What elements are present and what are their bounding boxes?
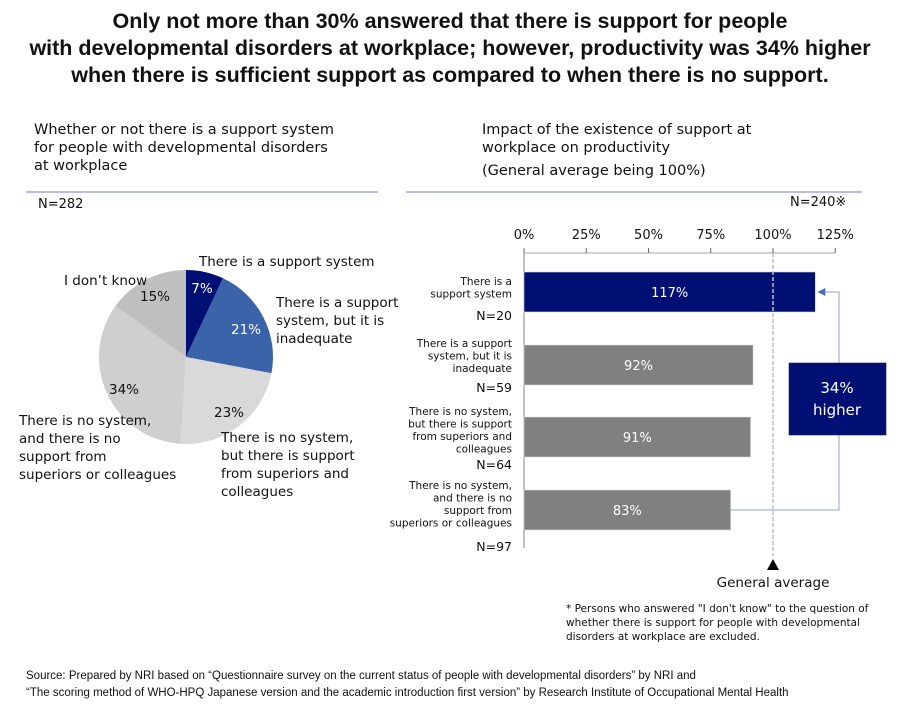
bar-sample-size: N=97 [476, 539, 512, 554]
bar-value-label: 117% [651, 286, 688, 301]
pie-category-label: There is no system, but there is support f… [220, 430, 355, 500]
pie-slice [115, 270, 186, 357]
pie-panel-title: Whether or not there is a support system… [34, 121, 334, 175]
pie-slice [186, 278, 274, 374]
bar [523, 416, 751, 458]
bar-category-label-line: and there is no [433, 493, 512, 505]
bar-category-label-line: There is a support [416, 338, 512, 350]
source-line: “The scoring method of WHO-HPQ Japanese … [26, 687, 789, 699]
bar-category-label-line: support from [444, 505, 512, 517]
pie-category-label: There is a support system [198, 254, 375, 270]
headline-line: Only not more than 30% answered that the… [112, 9, 788, 33]
pie-percent-label: 23% [214, 405, 244, 421]
pie-category-label: I don’t know [64, 273, 147, 289]
pie-slice [180, 357, 272, 445]
x-tick-label: 25% [572, 228, 601, 243]
bar-category-label-line: colleagues [456, 444, 512, 456]
pie-chart: 7% There is a support system 21% There is a… [18, 254, 398, 500]
bar [523, 271, 816, 313]
pie-category-label-line: support from [19, 449, 107, 465]
pie-panel-divider [26, 191, 378, 193]
x-tick-label: 100% [754, 228, 791, 243]
headline-line: when there is sufficient support as comp… [71, 63, 829, 87]
annotation-box [788, 362, 887, 436]
pie-title-line: Whether or not there is a support system [34, 122, 334, 138]
bar-category-label-line: There is no system, [408, 406, 512, 418]
bar-sample-size: N=20 [476, 308, 512, 323]
bar-sample-size: N=64 [476, 457, 512, 472]
pie-title-line: for people with developmental disorders [34, 140, 328, 156]
footnote: * Persons who answered "I don't know" to… [566, 603, 869, 643]
x-tick-label: 0% [514, 228, 535, 243]
bar-category-label-line: but there is support [408, 419, 512, 431]
bar-category-label: There is a support system, but it is inade… [416, 338, 512, 375]
pie-percent-label: 15% [140, 289, 170, 305]
annotation-text-line: higher [813, 401, 862, 419]
pie-category-label-line: system, but it is [276, 313, 384, 329]
x-tick-label: 125% [817, 228, 854, 243]
pie-category-label-line: colleagues [221, 484, 293, 500]
source-line: Source: Prepared by NRI based on “Questi… [26, 670, 696, 682]
bar-category-label-line: support system [430, 289, 512, 301]
reference-line-label: General average [717, 575, 830, 591]
x-tick-label: 50% [634, 228, 663, 243]
pie-category-label-line: superiors or colleagues [19, 467, 176, 483]
headline: Only not more than 30% answered that the… [0, 8, 900, 89]
bar-category-label-line: inadequate [453, 363, 512, 375]
bar-category-label-line: superiors or colleagues [390, 518, 512, 530]
bar-category-label-line: There is a [459, 276, 512, 288]
bar-value-label: 91% [623, 431, 652, 446]
pie-slice [186, 270, 224, 357]
pie-category-label: There is a support system, but it is inade… [275, 295, 398, 347]
pie-category-label-line: There is no system, [18, 413, 151, 429]
reference-triangle-icon [767, 559, 779, 570]
annotation-text-line: 34% [820, 379, 853, 397]
bar-category-label: There is no system, and there is no suppor… [390, 480, 512, 530]
bar-category-label: There is no system, but there is support f… [408, 406, 512, 456]
pie-category-label-line: inadequate [276, 331, 352, 347]
pie-category-label-line: There is a support system [198, 254, 375, 270]
pie-percent-label: 34% [109, 382, 139, 398]
bar-chart: 0% 25% 50% 75% 100% 125%117%There is a support… [390, 228, 887, 591]
bar-title-line: workplace on productivity [482, 140, 671, 156]
pie-sample-size: N=282 [38, 197, 84, 212]
bar-category-label-line: from superiors and [412, 431, 512, 443]
pie-slice [99, 305, 186, 444]
pie-category-label-line: and there is no [19, 431, 121, 447]
bar-value-label: 92% [624, 359, 653, 374]
pie-percent-label: 7% [191, 281, 213, 297]
bar-panel-divider [406, 191, 862, 193]
x-tick-label: 75% [696, 228, 725, 243]
arrow-left-icon [817, 288, 826, 296]
bar-sample-size: N=59 [476, 380, 512, 395]
source-note: Source: Prepared by NRI based on “Questi… [26, 668, 789, 702]
pie-category-label-line: but there is support [221, 448, 355, 464]
bar-panel-title: Impact of the existence of support at wo… [482, 121, 751, 180]
bar-category-label-line: system, but it is [428, 351, 512, 363]
pie-category-label-line: from superiors and [221, 466, 349, 482]
pie-title-line: at workplace [34, 158, 128, 174]
pie-category-label-line: There is a support [275, 295, 398, 311]
bar-title-line: Impact of the existence of support at [482, 122, 752, 138]
pie-category-label-line: I don’t know [64, 273, 147, 289]
bar-category-label: There is a support system [430, 276, 512, 301]
headline-line: with developmental disorders at workplac… [29, 36, 871, 60]
bar-sample-size: N=240※ [790, 195, 847, 210]
bar-value-label: 83% [613, 504, 642, 519]
pie-percent-label: 21% [231, 322, 261, 338]
pie-category-label: There is no system, and there is no suppor… [18, 413, 176, 483]
pie-category-label-line: There is no system, [220, 430, 353, 446]
annotation-text: 34% higher [813, 379, 862, 419]
bar-category-label-line: There is no system, [408, 480, 512, 492]
bar-title-line: (General average being 100%) [482, 163, 706, 179]
bar [523, 344, 754, 386]
